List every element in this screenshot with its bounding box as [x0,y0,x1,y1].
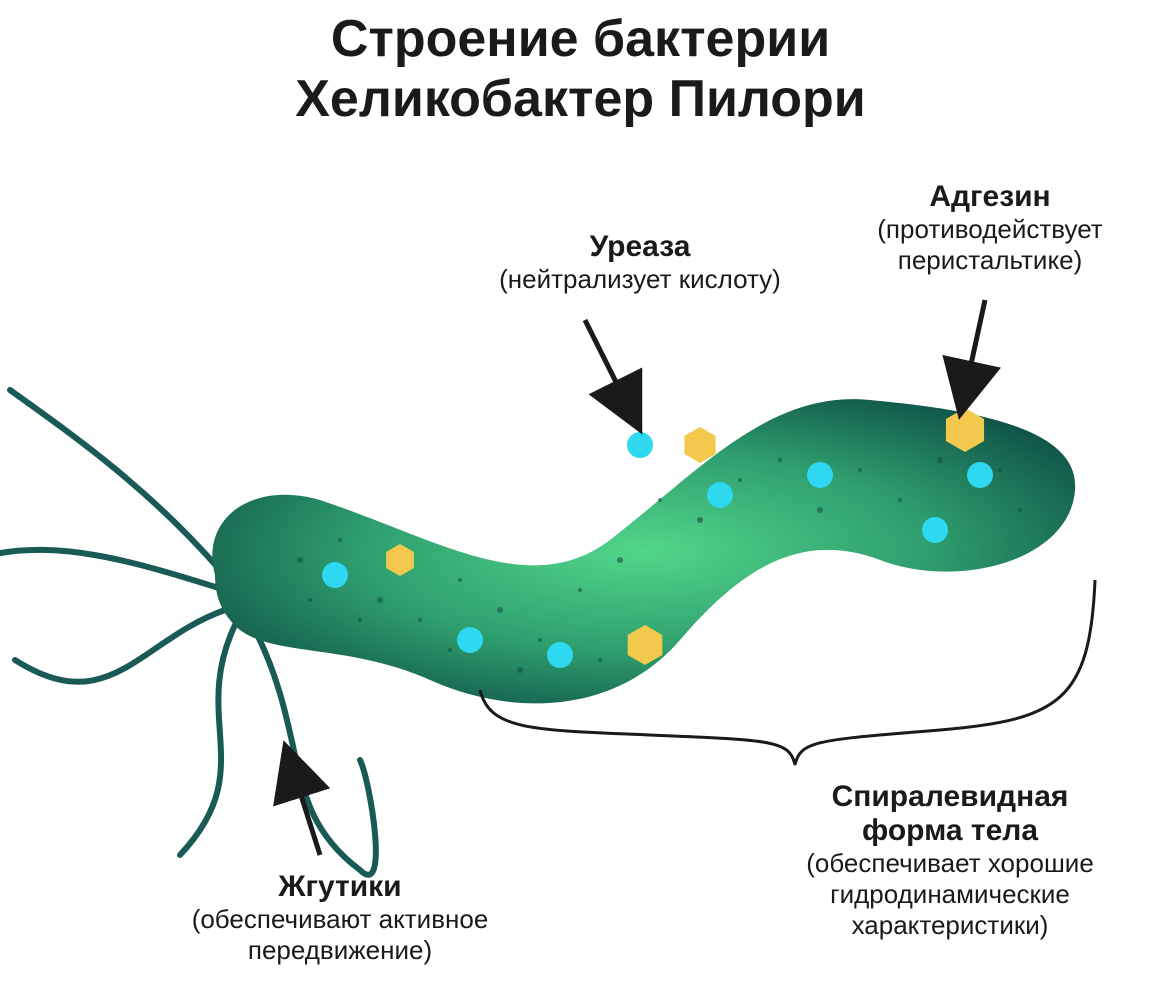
spiral-desc-2: гидродинамические [760,879,1140,910]
spiral-desc-3: характеристики) [760,910,1140,941]
adhesin-desc-1: (противодействует [840,214,1140,245]
label-urease: Уреаза (нейтрализует кислоту) [470,230,810,295]
urease-desc: (нейтрализует кислоту) [470,264,810,295]
spiral-name-2: форма тела [760,814,1140,848]
diagram-title: Строение бактерии Хеликобактер Пилори [0,10,1161,130]
flagella-name: Жгутики [150,870,530,904]
urease-name: Уреаза [470,230,810,264]
flagella-desc-2: передвижение) [150,935,530,966]
spiral-desc-1: (обеспечивает хорошие [760,848,1140,879]
label-spiral: Спиралевидная форма тела (обеспечивает х… [760,780,1140,941]
label-flagella: Жгутики (обеспечивают активное передвиже… [150,870,530,966]
label-adhesin: Адгезин (противодействует перистальтике) [840,180,1140,276]
title-line2: Хеликобактер Пилори [295,70,866,128]
spiral-name-1: Спиралевидная [760,780,1140,814]
title-line1: Строение бактерии [331,10,830,68]
adhesin-name: Адгезин [840,180,1140,214]
adhesin-desc-2: перистальтике) [840,245,1140,276]
flagella-desc-1: (обеспечивают активное [150,904,530,935]
